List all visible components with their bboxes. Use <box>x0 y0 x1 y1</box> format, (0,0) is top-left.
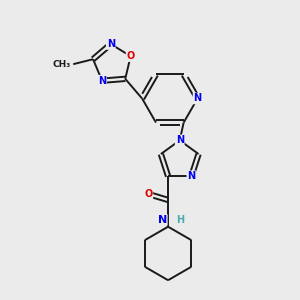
Text: N: N <box>107 39 115 49</box>
Text: N: N <box>98 76 106 86</box>
Text: H: H <box>176 215 184 225</box>
Text: N: N <box>194 94 202 103</box>
Text: N: N <box>176 135 184 145</box>
Text: O: O <box>127 51 135 61</box>
Text: CH₃: CH₃ <box>52 60 70 69</box>
Text: O: O <box>144 189 152 199</box>
Text: N: N <box>187 171 195 181</box>
Text: N: N <box>158 215 167 225</box>
